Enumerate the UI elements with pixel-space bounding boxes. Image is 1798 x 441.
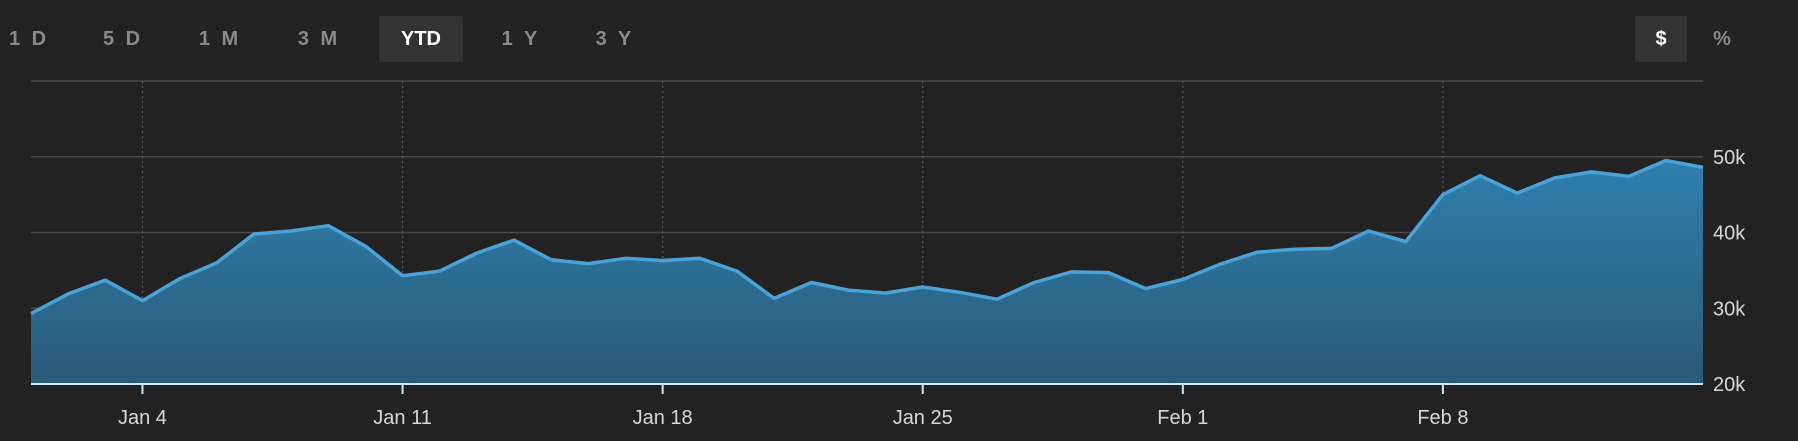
x-tick-label: Feb 8 — [1417, 407, 1468, 429]
x-tick-label: Jan 18 — [633, 407, 693, 429]
range-button-ytd[interactable]: YTD — [379, 16, 463, 62]
range-toolbar: 1 D 5 D 1 M 3 M YTD 1 Y 3 Y $ % — [0, 16, 1798, 62]
y-tick-label: 40k — [1713, 223, 1746, 245]
series-area — [31, 160, 1703, 384]
x-tick-label: Jan 4 — [118, 407, 167, 429]
y-axis-ticks: 20k 30k 40k 50k — [1713, 147, 1746, 396]
y-tick-label: 50k — [1713, 147, 1746, 169]
y-tick-label: 20k — [1713, 374, 1746, 396]
x-axis-ticks: Jan 4 Jan 11 Jan 18 Jan 25 Feb 1 Feb 8 — [118, 384, 1468, 429]
unit-button-dollar[interactable]: $ — [1635, 16, 1687, 62]
x-tick-label: Jan 25 — [893, 407, 953, 429]
unit-button-percent[interactable]: % — [1713, 28, 1731, 50]
series-line — [30, 158, 1704, 316]
range-button-5d[interactable]: 5 D — [102, 28, 144, 50]
range-button-1m[interactable]: 1 M — [198, 28, 242, 50]
y-tick-label: 30k — [1713, 298, 1746, 320]
range-button-3m[interactable]: 3 M — [297, 28, 341, 50]
range-button-1y[interactable]: 1 Y — [501, 28, 541, 50]
range-button-3y[interactable]: 3 Y — [595, 28, 635, 50]
range-button-1d[interactable]: 1 D — [8, 28, 50, 50]
x-tick-label: Feb 1 — [1157, 407, 1208, 429]
x-tick-label: Jan 11 — [373, 407, 432, 429]
